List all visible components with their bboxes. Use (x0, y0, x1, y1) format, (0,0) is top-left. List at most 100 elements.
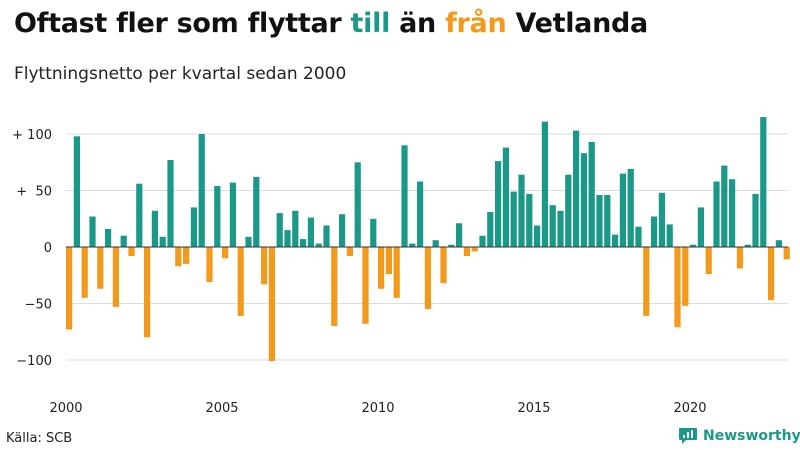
bar-86 (736, 247, 743, 269)
bar-74 (643, 247, 650, 316)
bar-4 (97, 247, 104, 289)
bar-36 (346, 247, 353, 256)
bar-42 (393, 247, 400, 298)
x-tick-label: 2020 (673, 401, 706, 416)
bar-50 (456, 223, 463, 247)
bar-23 (245, 236, 252, 247)
bar-54 (487, 212, 494, 247)
bar-48 (440, 247, 447, 284)
title-part-fran: från (445, 8, 507, 39)
bar-33 (323, 225, 330, 247)
brand-name: Newsworthy (703, 428, 800, 444)
bar-77 (666, 224, 673, 247)
bar-29 (292, 210, 299, 247)
y-tick-label: −50 (25, 298, 52, 313)
title-part-5: Vetlanda (506, 8, 648, 39)
bar-9 (136, 183, 143, 247)
bar-55 (495, 161, 502, 247)
bar-28 (284, 230, 291, 247)
y-tick-label: + 100 (12, 128, 52, 143)
newsworthy-logo-icon (679, 428, 697, 444)
bar-91 (775, 240, 782, 247)
bar-82 (705, 247, 712, 275)
bar-83 (713, 181, 720, 247)
chart-title: Oftast fler som flyttar till än från Vet… (14, 8, 648, 39)
title-part-1: Oftast fler som flyttar (14, 8, 351, 39)
bar-6 (112, 247, 119, 307)
x-tick-label: 2005 (205, 401, 238, 416)
bar-5 (105, 228, 112, 247)
x-tick-label: 2000 (49, 401, 82, 416)
bar-18 (206, 247, 213, 282)
bar-22 (237, 247, 244, 316)
x-tick-label: 2010 (361, 401, 394, 416)
bar-24 (253, 176, 260, 247)
bar-56 (502, 147, 509, 247)
bar-53 (479, 235, 486, 247)
bar-58 (518, 174, 525, 247)
bar-3 (89, 216, 96, 247)
bar-87 (744, 244, 751, 247)
bar-46 (424, 247, 431, 310)
bar-43 (401, 145, 408, 247)
bar-89 (760, 117, 767, 247)
bar-8 (128, 247, 135, 256)
x-tick-label: 2015 (517, 401, 550, 416)
bar-67 (588, 141, 595, 247)
bar-45 (417, 181, 424, 247)
bar-52 (471, 247, 478, 252)
y-tick-label: 0 (44, 241, 52, 256)
bar-51 (463, 247, 470, 256)
bar-88 (752, 193, 759, 247)
bar-63 (557, 210, 564, 247)
bar-37 (354, 162, 361, 247)
axes: + 100 + 50 0 −50 −100 2000 2005 2010 2015 2020 (12, 128, 788, 416)
bar-70 (612, 234, 619, 247)
bar-73 (635, 226, 642, 247)
bar-75 (651, 216, 658, 247)
bar-17 (198, 134, 205, 247)
bar-62 (549, 205, 556, 247)
bar-30 (300, 239, 307, 247)
bar-10 (144, 247, 151, 338)
bar-35 (339, 214, 346, 247)
bar-2 (81, 247, 88, 298)
title-part-3: än (390, 8, 446, 39)
bar-78 (674, 247, 681, 328)
bar-16 (190, 207, 197, 247)
y-tick-label: −100 (16, 354, 52, 369)
bar-1 (73, 136, 80, 247)
bar-90 (768, 247, 775, 301)
bar-65 (573, 130, 580, 247)
bar-47 (432, 240, 439, 247)
bar-13 (167, 160, 174, 247)
bar-69 (604, 195, 611, 247)
bar-21 (229, 182, 236, 247)
bar-40 (378, 247, 385, 289)
bar-81 (697, 207, 704, 247)
bar-31 (307, 217, 314, 247)
title-part-till: till (350, 8, 391, 39)
bar-92 (783, 247, 790, 260)
bar-26 (268, 247, 275, 362)
bar-15 (183, 247, 190, 264)
bar-68 (596, 195, 603, 247)
bar-49 (448, 244, 455, 247)
bar-12 (159, 236, 166, 247)
bar-19 (214, 186, 221, 247)
bar-79 (682, 247, 689, 306)
bar-60 (534, 225, 541, 247)
bar-32 (315, 243, 322, 247)
bar-64 (565, 174, 572, 247)
bar-72 (627, 169, 634, 247)
grid-lines (66, 133, 788, 361)
bar-7 (120, 235, 127, 247)
bar-44 (409, 243, 416, 247)
bar-0 (66, 247, 73, 330)
bar-57 (510, 191, 517, 247)
bar-66 (580, 153, 587, 247)
bar-80 (690, 244, 697, 247)
bar-59 (526, 193, 533, 247)
bar-14 (175, 247, 182, 267)
bar-27 (276, 213, 283, 247)
